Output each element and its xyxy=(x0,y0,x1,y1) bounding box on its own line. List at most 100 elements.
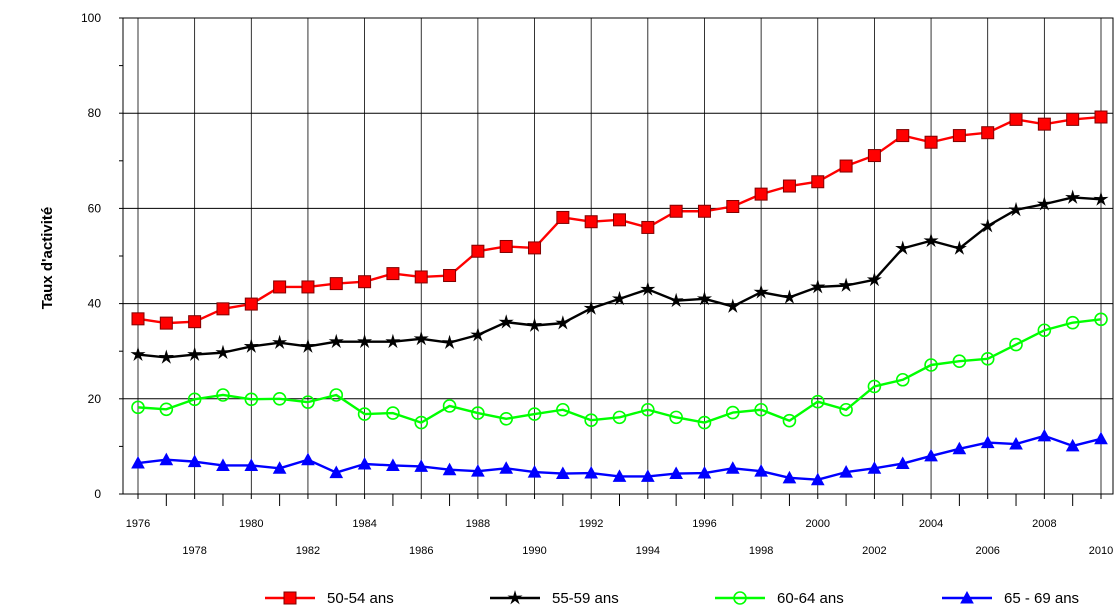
data-point xyxy=(357,407,372,421)
data-point xyxy=(216,388,230,402)
data-point xyxy=(358,275,372,289)
data-point xyxy=(839,159,853,173)
legend-marker xyxy=(960,590,974,604)
data-point xyxy=(1036,196,1052,211)
data-point xyxy=(924,448,938,462)
data-point xyxy=(1065,315,1080,330)
data-point xyxy=(1065,438,1080,452)
data-point xyxy=(187,346,203,361)
data-point xyxy=(611,290,628,306)
data-point xyxy=(272,461,287,474)
data-point xyxy=(896,129,910,143)
data-point xyxy=(273,280,287,294)
data-point xyxy=(811,175,825,189)
data-point xyxy=(158,349,174,364)
data-point xyxy=(951,240,967,255)
x-tick-label: 1982 xyxy=(296,545,320,557)
data-point xyxy=(498,314,514,329)
data-point xyxy=(499,411,514,426)
data-point xyxy=(980,352,995,366)
data-point xyxy=(471,244,485,258)
data-point xyxy=(1094,431,1108,445)
series-star xyxy=(130,189,1109,364)
data-point xyxy=(528,241,542,255)
data-point xyxy=(329,388,344,402)
data-point xyxy=(216,302,230,316)
data-point xyxy=(640,281,656,296)
data-point xyxy=(697,466,712,479)
legend-label: 50-54 ans xyxy=(327,590,394,607)
data-point xyxy=(471,406,485,420)
legend-marker xyxy=(733,591,747,605)
data-point xyxy=(527,407,542,421)
data-point xyxy=(726,199,740,213)
data-point xyxy=(1037,117,1051,131)
data-point xyxy=(499,239,513,253)
data-point xyxy=(131,400,145,415)
data-point xyxy=(301,280,315,294)
legend-item: 65 - 69 ans xyxy=(942,590,1079,607)
data-point xyxy=(443,269,457,283)
y-tick-label: 80 xyxy=(88,106,102,120)
legend-label: 60-64 ans xyxy=(777,590,844,607)
data-point xyxy=(697,204,711,218)
data-point xyxy=(386,267,400,281)
data-point xyxy=(1009,112,1023,126)
data-point xyxy=(442,399,457,413)
data-point xyxy=(386,458,400,471)
data-point xyxy=(499,461,514,474)
data-point xyxy=(583,300,599,315)
legend-marker xyxy=(507,590,523,605)
series-line xyxy=(137,318,1102,424)
data-point xyxy=(527,465,542,478)
data-point xyxy=(1037,323,1052,338)
legend-item: 55-59 ans xyxy=(490,590,619,607)
data-point xyxy=(641,220,655,234)
series-triangle xyxy=(131,428,1108,486)
data-point xyxy=(300,338,316,353)
x-tick-label: 2006 xyxy=(975,545,999,557)
data-point xyxy=(471,464,485,477)
data-point xyxy=(131,456,145,469)
data-point xyxy=(810,394,825,409)
data-point xyxy=(386,406,400,420)
x-tick-label: 1996 xyxy=(692,518,716,530)
x-tick-label: 1990 xyxy=(522,545,546,557)
data-point xyxy=(895,240,911,255)
x-tick-label: 1986 xyxy=(409,545,433,557)
data-point xyxy=(272,334,288,350)
data-point xyxy=(1009,337,1023,352)
x-tick-label: 1998 xyxy=(749,545,773,557)
data-point xyxy=(357,456,372,470)
y-axis-label: Taux d'activité xyxy=(39,207,56,310)
legend: 50-54 ans 55-59 ans 60-64 ans 65 - 69 ans xyxy=(265,590,1079,607)
x-tick-label: 2010 xyxy=(1089,545,1113,557)
legend-label: 65 - 69 ans xyxy=(1004,590,1079,607)
data-point xyxy=(838,277,854,292)
x-tick-label: 2002 xyxy=(862,545,886,557)
data-point xyxy=(924,135,938,149)
data-point xyxy=(895,456,910,470)
x-tick-label: 1992 xyxy=(579,518,603,530)
data-point xyxy=(782,470,797,484)
data-point xyxy=(782,179,796,193)
data-point xyxy=(385,333,401,349)
data-point xyxy=(159,452,174,466)
data-point xyxy=(243,338,259,353)
data-point xyxy=(584,466,599,479)
data-point xyxy=(526,317,543,332)
data-point xyxy=(414,459,429,472)
data-point xyxy=(641,402,655,417)
data-point xyxy=(866,271,882,287)
x-tick-label: 1994 xyxy=(636,545,660,557)
data-point xyxy=(669,204,683,218)
data-point xyxy=(810,472,825,486)
data-point xyxy=(1037,428,1052,442)
data-point xyxy=(810,279,826,294)
data-point xyxy=(612,469,627,482)
data-point xyxy=(697,415,712,430)
data-point xyxy=(980,218,996,233)
data-point xyxy=(867,379,882,394)
data-point xyxy=(924,358,938,372)
data-point xyxy=(754,464,768,477)
